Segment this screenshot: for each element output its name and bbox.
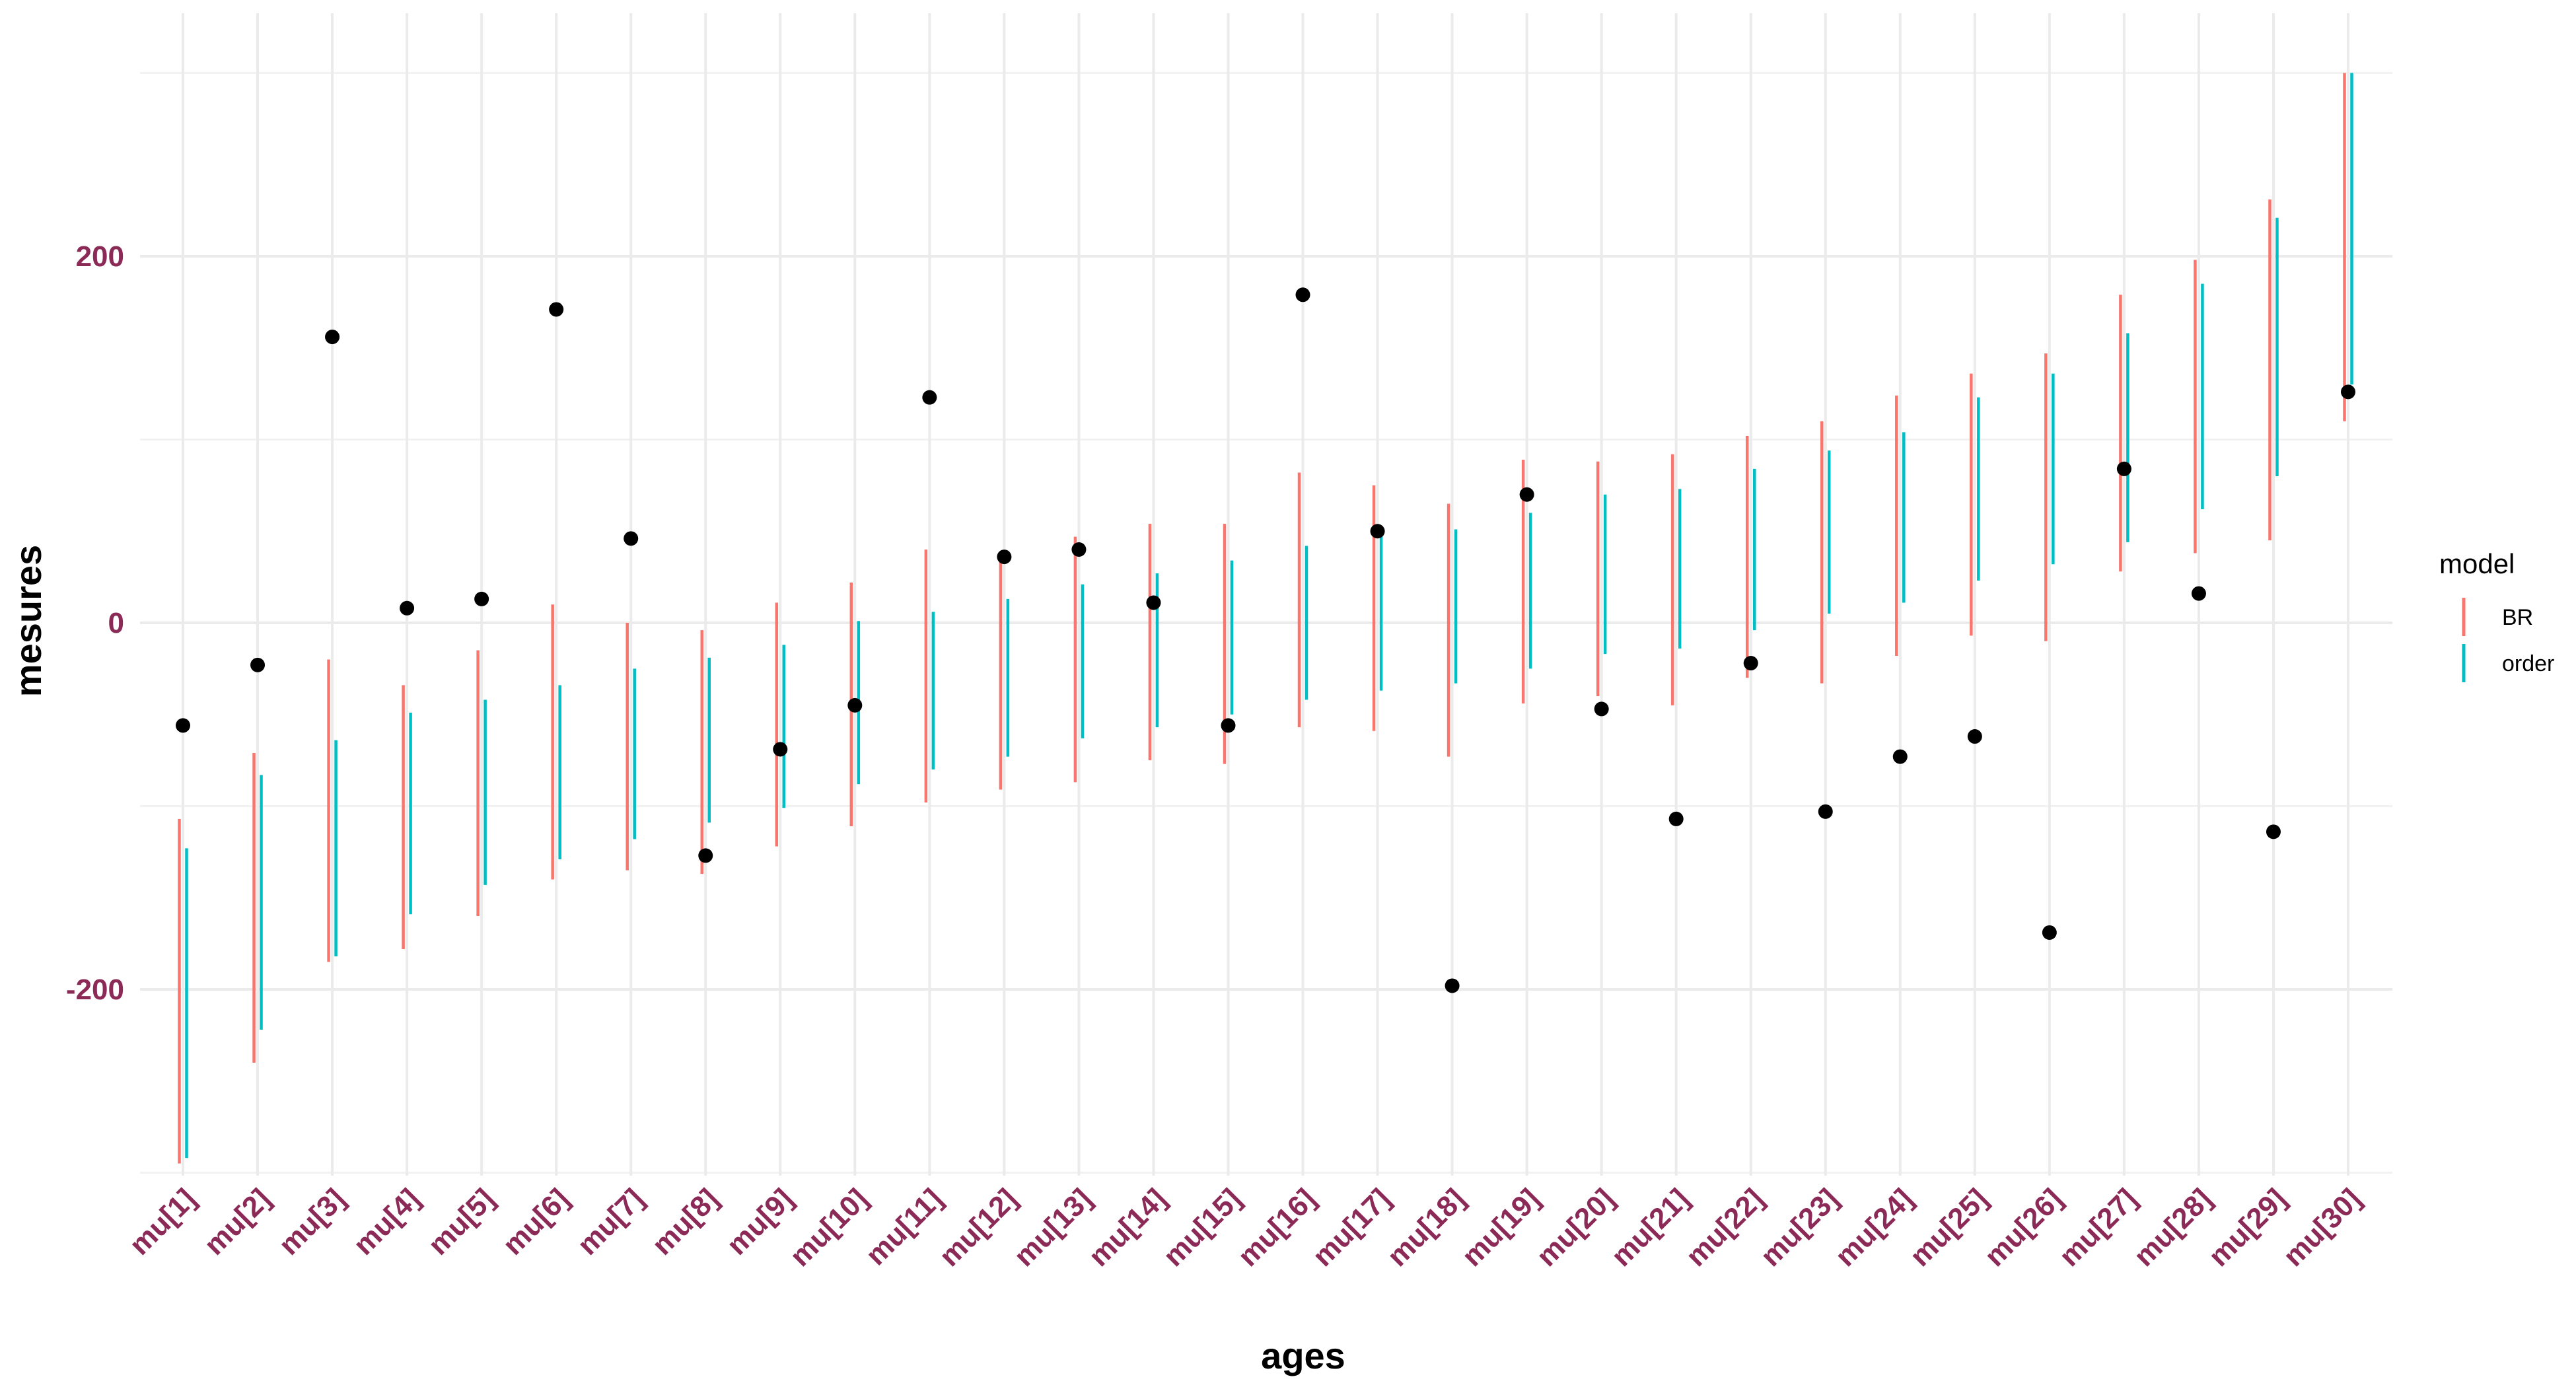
- y-tick-label: -200: [66, 974, 124, 1006]
- legend: model BR order: [2439, 548, 2554, 682]
- x-tick-label: mu[19]: [1456, 1182, 1546, 1273]
- y-tick-label: 200: [76, 240, 124, 273]
- observed-point: [1519, 487, 1534, 502]
- grid-lines: [140, 13, 2392, 1176]
- interval-bars: [178, 73, 2353, 1164]
- x-tick-label: mu[11]: [859, 1182, 948, 1271]
- x-tick-label: mu[27]: [2053, 1182, 2143, 1273]
- x-tick-label: mu[25]: [1904, 1182, 1994, 1273]
- x-tick-label: mu[29]: [2202, 1182, 2293, 1273]
- x-tick-label: mu[10]: [784, 1182, 875, 1273]
- observed-point: [2116, 461, 2131, 476]
- observed-points: [176, 287, 2355, 993]
- x-tick-label: mu[12]: [933, 1182, 1024, 1273]
- x-tick-label: mu[4]: [347, 1182, 426, 1261]
- observed-point: [1594, 701, 1609, 717]
- observed-point: [624, 531, 639, 546]
- x-tick-label: mu[30]: [2277, 1182, 2367, 1273]
- y-axis-ticks: -200 0 200: [66, 240, 124, 1006]
- x-tick-label: mu[21]: [1605, 1182, 1696, 1273]
- x-tick-label: mu[23]: [1754, 1182, 1845, 1273]
- observed-point: [1818, 804, 1833, 819]
- legend-label-order: order: [2502, 651, 2554, 676]
- x-tick-label: mu[18]: [1381, 1182, 1472, 1273]
- observed-point: [549, 302, 564, 317]
- observed-point: [1445, 978, 1460, 993]
- observed-point: [2042, 925, 2057, 940]
- observed-point: [176, 718, 190, 733]
- x-tick-label: mu[1]: [124, 1182, 202, 1261]
- x-tick-label: mu[8]: [646, 1182, 725, 1261]
- x-tick-label: mu[17]: [1306, 1182, 1397, 1273]
- observed-point: [2266, 824, 2281, 839]
- x-axis-ticks: mu[1]mu[2]mu[3]mu[4]mu[5]mu[6]mu[7]mu[8]…: [124, 1182, 2367, 1273]
- observed-point: [1295, 287, 1310, 302]
- observed-point: [997, 550, 1012, 565]
- observed-point: [922, 390, 937, 405]
- observed-point: [847, 697, 863, 713]
- x-tick-label: mu[3]: [273, 1182, 351, 1261]
- observed-point: [325, 330, 340, 345]
- observed-point: [1743, 656, 1758, 671]
- x-tick-label: mu[2]: [198, 1182, 277, 1261]
- observed-point: [1221, 718, 1236, 733]
- x-tick-label: mu[15]: [1157, 1182, 1248, 1273]
- x-tick-label: mu[13]: [1008, 1182, 1098, 1273]
- observed-point: [1071, 542, 1087, 557]
- observed-point: [474, 591, 489, 606]
- x-tick-label: mu[22]: [1680, 1182, 1770, 1273]
- observed-point: [698, 848, 713, 863]
- x-tick-label: mu[24]: [1829, 1182, 1919, 1273]
- observed-point: [400, 600, 415, 616]
- legend-label-br: BR: [2502, 605, 2533, 630]
- observed-point: [1370, 524, 1385, 539]
- observed-point: [1892, 749, 1908, 764]
- observed-point: [250, 657, 266, 672]
- observed-point: [2341, 384, 2355, 400]
- observed-point: [1668, 811, 1684, 826]
- x-tick-label: mu[14]: [1083, 1182, 1173, 1273]
- y-axis-title: mesures: [7, 545, 49, 697]
- x-tick-label: mu[26]: [1978, 1182, 2069, 1273]
- x-tick-label: mu[16]: [1232, 1182, 1322, 1273]
- observed-point: [773, 742, 788, 757]
- x-axis-title: ages: [1261, 1335, 1345, 1376]
- x-tick-label: mu[28]: [2128, 1182, 2218, 1273]
- x-tick-label: mu[5]: [422, 1182, 501, 1261]
- observed-point: [2191, 586, 2206, 601]
- x-tick-label: mu[20]: [1530, 1182, 1621, 1273]
- x-tick-label: mu[7]: [571, 1182, 650, 1261]
- observed-point: [1967, 729, 1982, 744]
- y-tick-label: 0: [108, 607, 124, 639]
- observed-point: [1146, 595, 1161, 610]
- legend-title: model: [2439, 548, 2515, 579]
- x-tick-label: mu[6]: [497, 1182, 575, 1261]
